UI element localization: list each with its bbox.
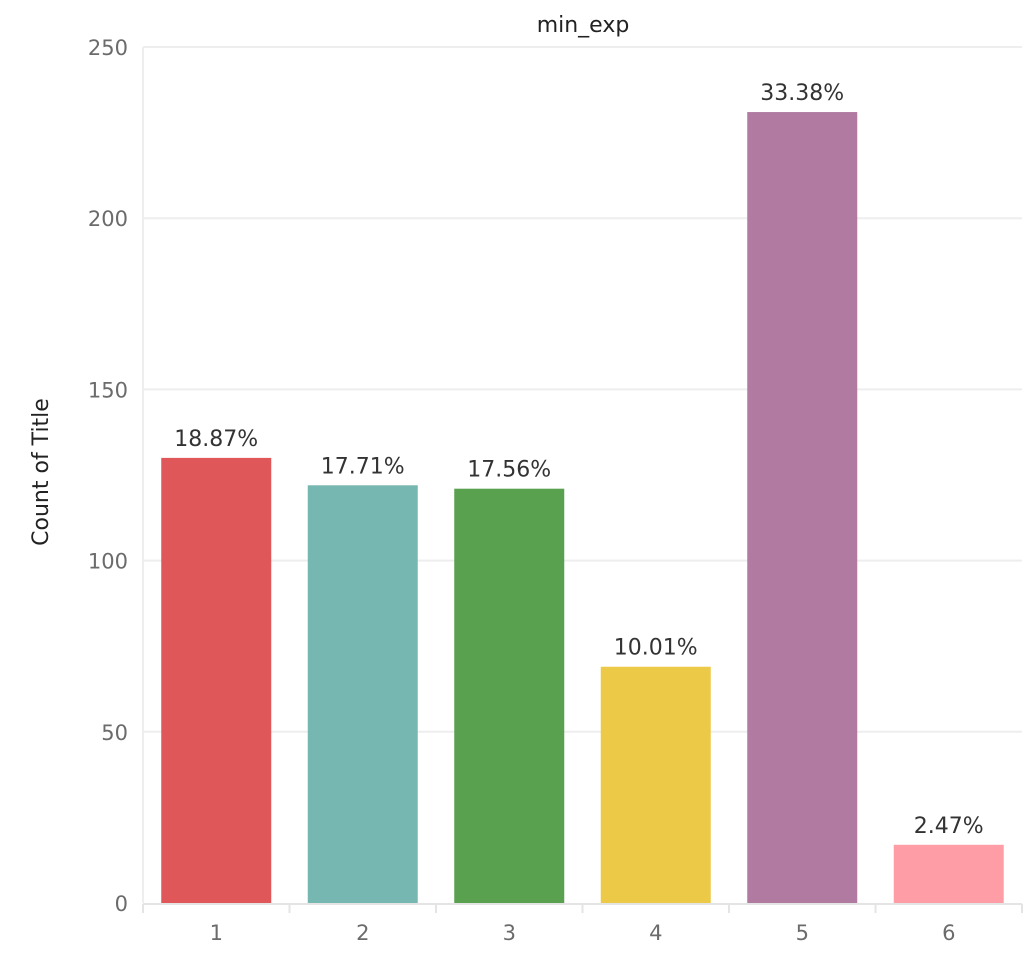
bar[interactable] — [600, 666, 711, 903]
y-tick-label: 250 — [88, 36, 128, 60]
bar[interactable] — [307, 485, 418, 903]
bar[interactable] — [893, 844, 1004, 903]
bar[interactable] — [161, 457, 272, 903]
grid-layer — [142, 46, 1023, 913]
bar-data-label: 10.01% — [614, 636, 698, 661]
y-tick-label: 0 — [115, 892, 128, 916]
x-tick-label: 4 — [649, 921, 662, 945]
x-tick-label: 2 — [356, 921, 369, 945]
y-tick-label: 150 — [88, 378, 128, 402]
x-tick-label: 6 — [942, 921, 955, 945]
bar-data-label: 2.47% — [914, 814, 984, 839]
bar[interactable] — [747, 112, 858, 903]
bar-data-label: 17.71% — [321, 454, 405, 479]
bar[interactable] — [454, 488, 565, 903]
bar-layer — [161, 112, 1004, 903]
bar-data-label: 33.38% — [760, 81, 844, 106]
y-tick-label: 100 — [88, 550, 128, 574]
y-tick-label: 200 — [88, 207, 128, 231]
x-tick-label: 1 — [210, 921, 223, 945]
y-tick-label: 50 — [101, 721, 128, 745]
y-axis-title: Count of Title — [29, 398, 54, 546]
column-header: min_exp — [537, 13, 630, 38]
bar-data-label: 17.56% — [467, 458, 551, 483]
x-tick-label: 3 — [503, 921, 516, 945]
bar-data-label: 18.87% — [174, 427, 258, 452]
label-layer: 0 50 100 150 200 250 18.87% 1 17.71% 2 17.56% 3 10.0… — [88, 36, 984, 945]
x-tick-label: 5 — [796, 921, 809, 945]
